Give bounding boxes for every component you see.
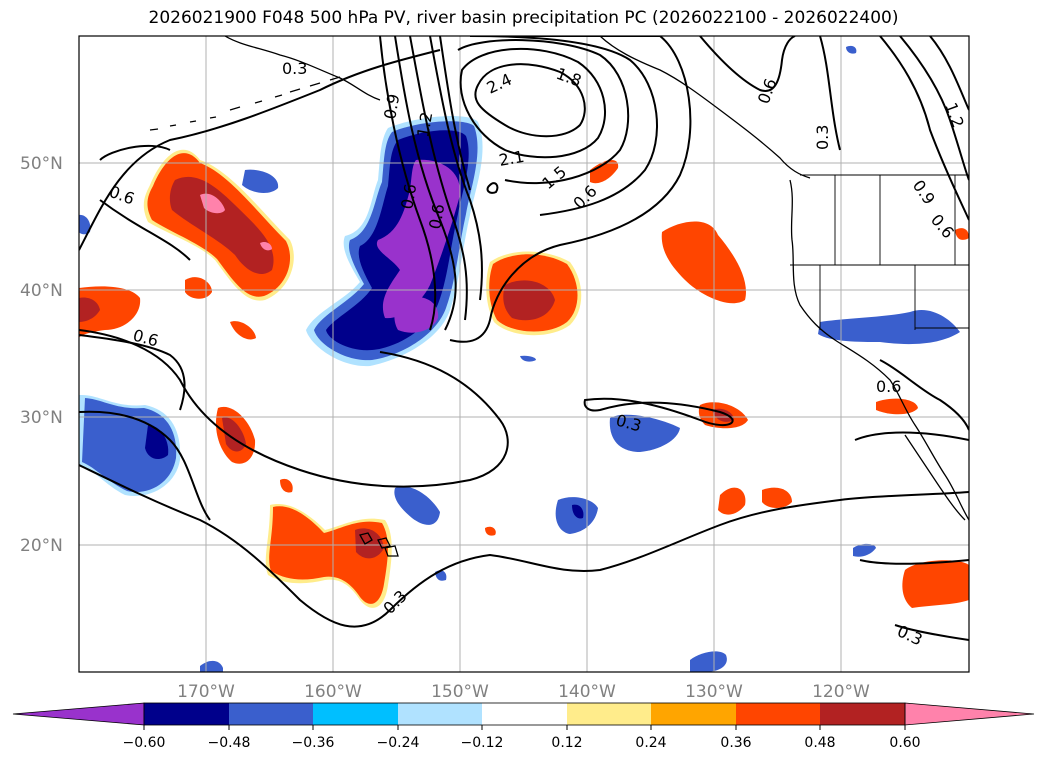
colorbar-tick: −0.36 [292, 735, 335, 751]
graticule [79, 36, 969, 672]
lat-label: 50°N [20, 154, 63, 174]
map-title: 2026021900 F048 500 hPa PV, river basin … [148, 8, 899, 28]
svg-text:0.6: 0.6 [876, 377, 901, 396]
svg-text:0.9: 0.9 [380, 92, 403, 120]
colorbar-segment [736, 703, 820, 725]
positive-anomaly-northwest [143, 149, 294, 340]
colorbar-extend-max [904, 702, 1035, 726]
colorbar: −0.60 −0.48 −0.36 −0.24 −0.12 0.12 0.24 … [12, 702, 1035, 751]
negative-anomaly-plume [306, 116, 483, 367]
colorbar-segment [482, 703, 567, 725]
coastlines [149, 36, 969, 557]
lat-label: 20°N [20, 536, 63, 556]
colorbar-segment [651, 703, 736, 725]
svg-text:1.2: 1.2 [413, 110, 436, 138]
negative-anomaly-southwest [79, 169, 279, 496]
svg-text:0.6: 0.6 [425, 202, 448, 230]
colorbar-segment [313, 703, 398, 725]
svg-text:0.3: 0.3 [282, 59, 307, 78]
lon-label: 150°W [431, 682, 489, 702]
colorbar-tick: 0.24 [635, 735, 666, 751]
colorbar-segment [229, 703, 313, 725]
pv-contours [79, 36, 969, 641]
lon-label: 130°W [685, 682, 743, 702]
colorbar-tick: −0.12 [461, 735, 504, 751]
lon-label: 170°W [177, 682, 235, 702]
colorbar-tick: 0.36 [720, 735, 751, 751]
colorbar-segment [820, 703, 905, 725]
lat-label: 40°N [20, 281, 63, 301]
latitude-labels: 50°N 40°N 30°N 20°N [20, 154, 63, 556]
lat-label: 30°N [20, 408, 63, 428]
svg-text:0.6: 0.6 [397, 182, 420, 210]
colorbar-extend-min [12, 702, 145, 726]
colorbar-tick: 0.12 [551, 735, 582, 751]
positive-anomaly-west-edge [79, 286, 141, 338]
lon-label: 160°W [304, 682, 362, 702]
colorbar-segment [567, 703, 651, 725]
lon-label: 140°W [558, 682, 616, 702]
colorbar-tick: −0.60 [123, 735, 166, 751]
longitude-labels: 170°W 160°W 150°W 140°W 130°W 120°W [177, 682, 870, 702]
colorbar-segment [144, 703, 229, 725]
colorbar-tick: 0.60 [889, 735, 920, 751]
colorbar-tick: 0.48 [804, 735, 835, 751]
map-frame [78, 35, 970, 673]
lon-label: 120°W [812, 682, 870, 702]
svg-text:0.3: 0.3 [813, 125, 832, 150]
map-area [79, 36, 969, 672]
colorbar-tick: −0.24 [377, 735, 420, 751]
svg-text:2.1: 2.1 [497, 147, 525, 170]
colorbar-tick: −0.48 [208, 735, 251, 751]
positive-core-west-edge [79, 297, 100, 322]
colorbar-segment [398, 703, 482, 725]
